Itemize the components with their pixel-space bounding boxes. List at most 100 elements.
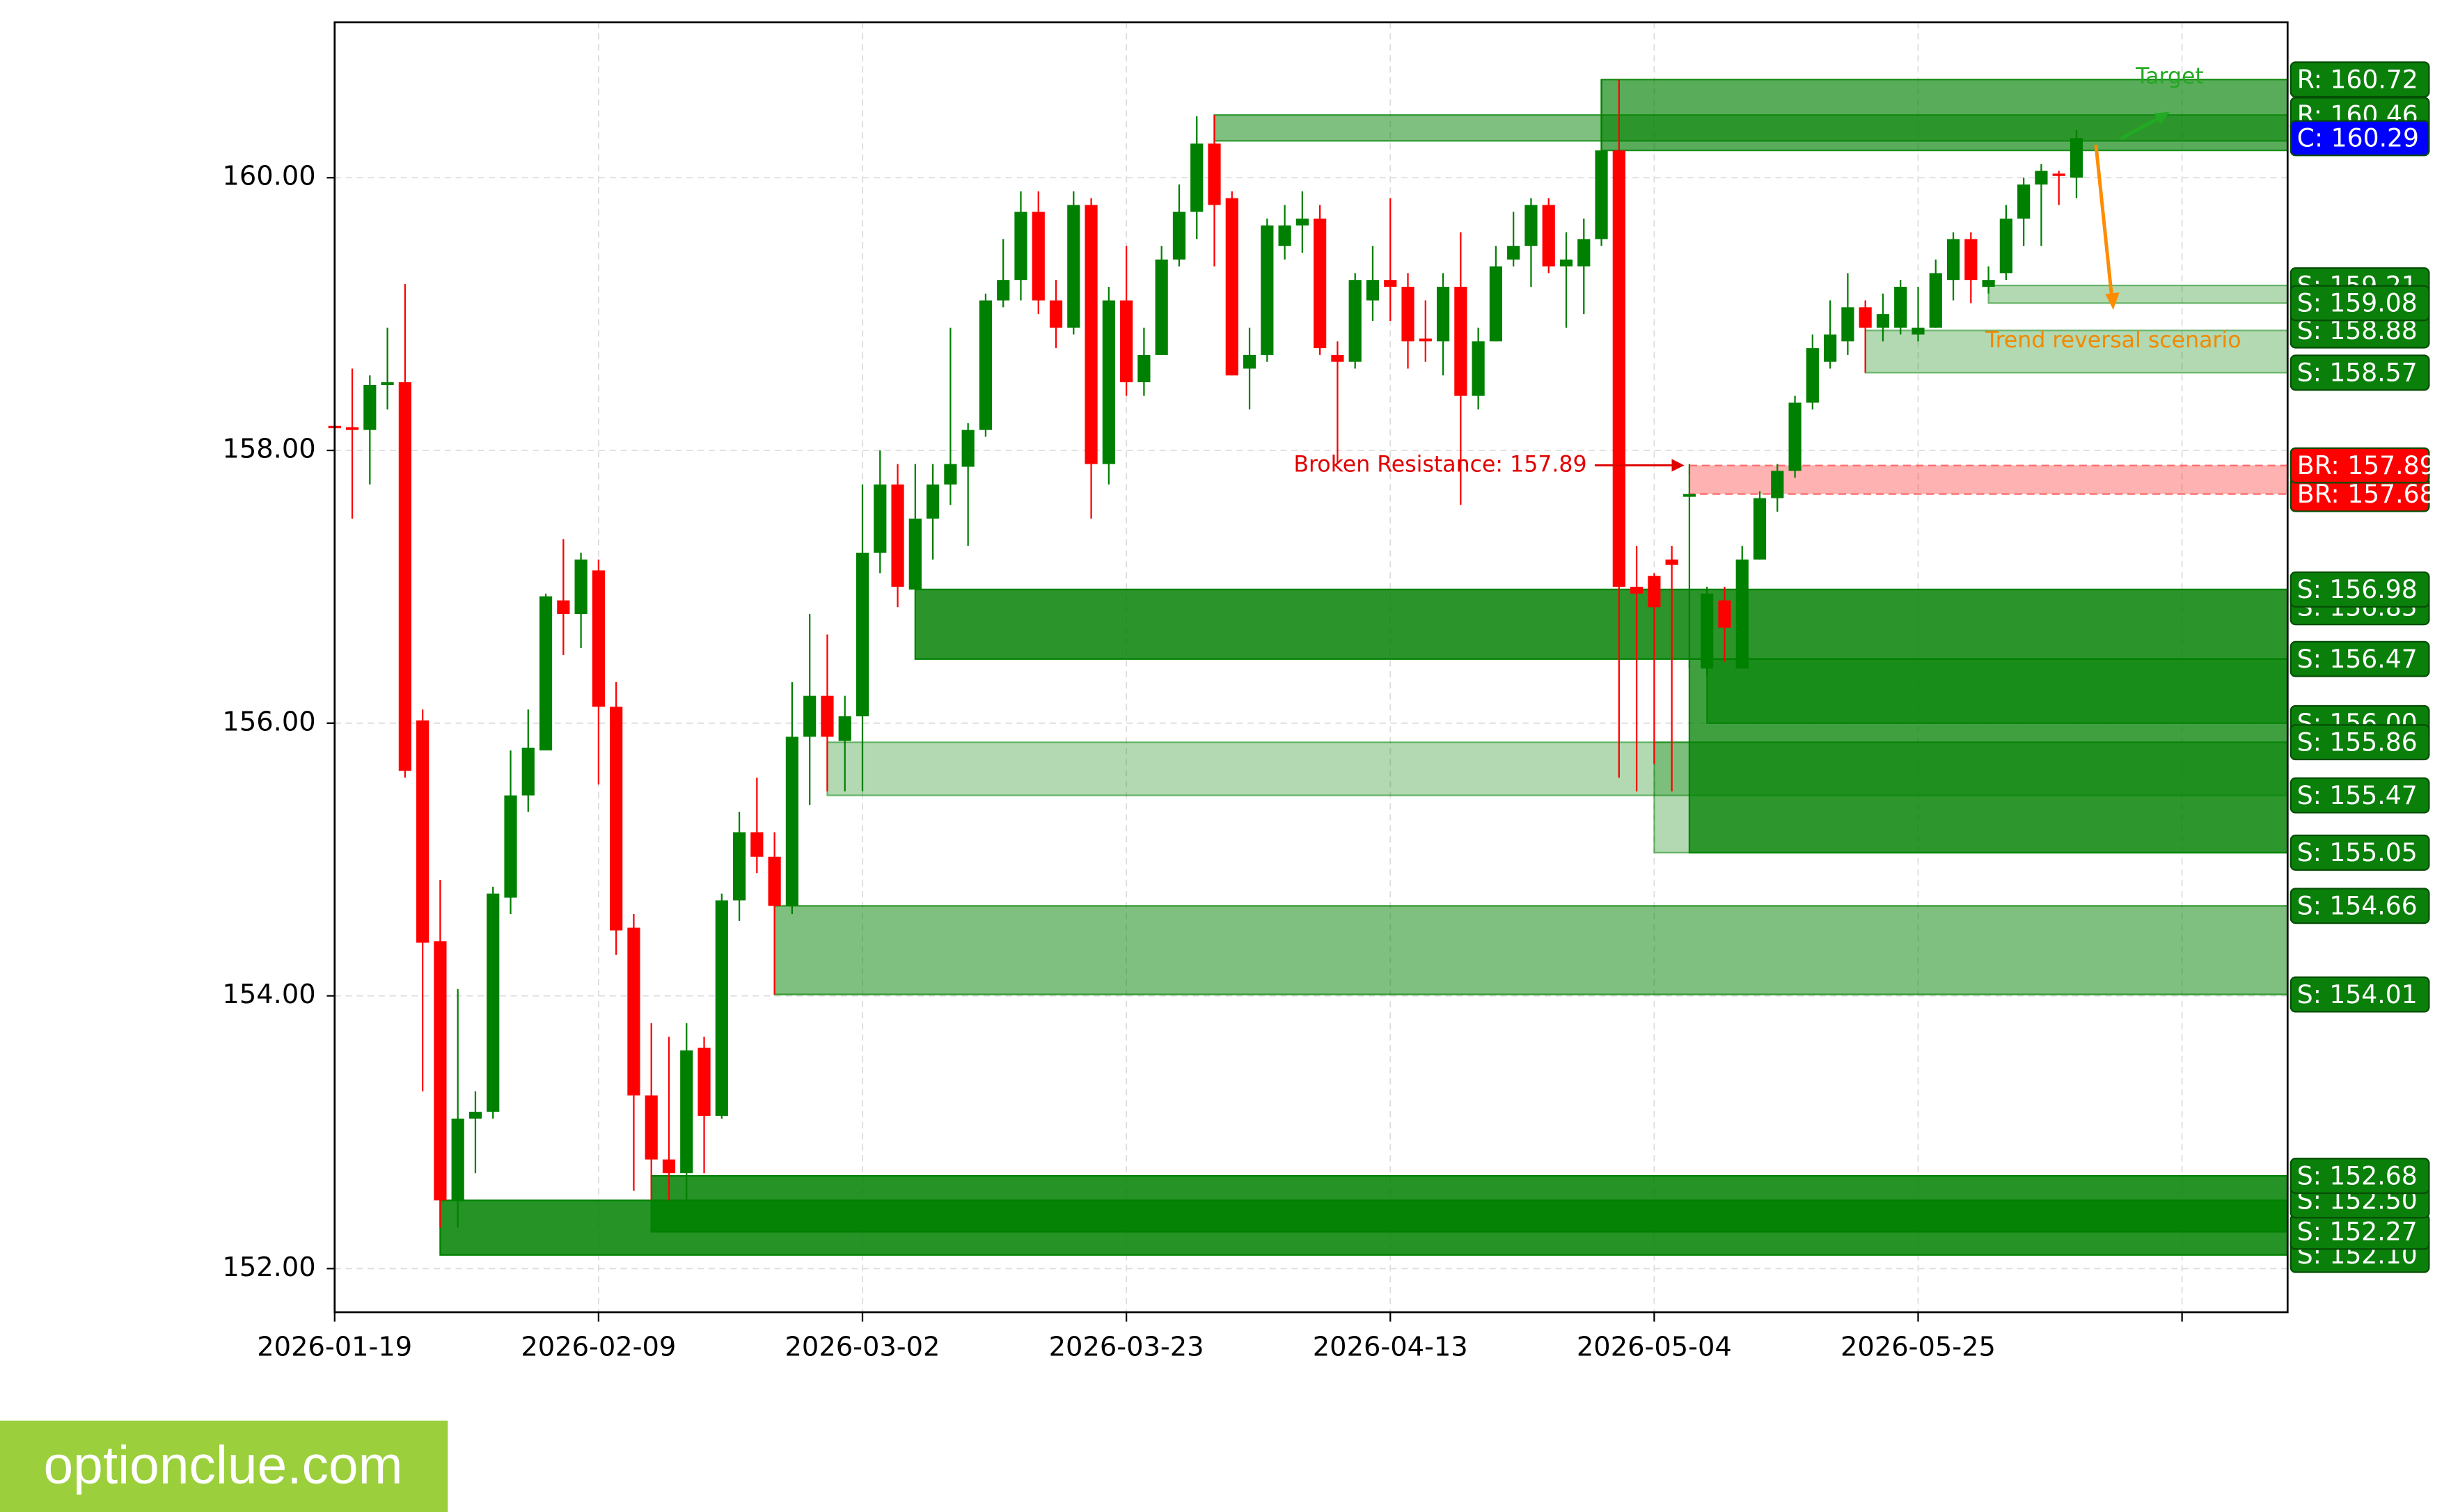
candle-body <box>961 430 975 467</box>
candle-body <box>1014 212 1027 281</box>
reversal-arrow <box>2094 144 2113 296</box>
candle-body <box>1612 150 1625 587</box>
candle-body <box>557 600 570 615</box>
price-label: S: 155.05 <box>2297 837 2418 867</box>
candle-body <box>416 720 429 943</box>
zones <box>439 79 2289 1256</box>
target-arrowhead <box>2154 111 2170 125</box>
candle-body <box>1665 559 1678 565</box>
candle-body <box>1032 212 1045 301</box>
candle-body <box>363 385 377 430</box>
price-labels: S: 152.10S: 152.27S: 152.50S: 152.68S: 1… <box>2290 61 2436 1273</box>
price-label: S: 159.08 <box>2297 288 2418 318</box>
y-tick-label: 156.00 <box>222 706 315 737</box>
x-tick-label: 2026-02-09 <box>521 1331 676 1362</box>
candle-body <box>1876 314 1890 328</box>
y-tick-label: 154.00 <box>222 979 315 1010</box>
candle-body <box>1912 327 1925 335</box>
candle-body <box>1049 300 1063 328</box>
candle-body <box>345 427 359 430</box>
reversal-arrowhead <box>2105 292 2120 310</box>
zone <box>650 1174 2289 1233</box>
candle-body <box>627 927 640 1096</box>
price-label-box <box>2290 640 2430 677</box>
candle-body <box>1314 219 1327 349</box>
candle-body <box>1630 586 1644 594</box>
candle-body <box>1190 143 1204 212</box>
candle-body <box>768 856 781 906</box>
x-tick-label: 2026-03-02 <box>785 1331 940 1362</box>
price-label: BR: 157.68 <box>2297 479 2436 509</box>
zone <box>1706 658 2289 724</box>
price-label: S: 154.01 <box>2297 979 2418 1009</box>
candle-body <box>1982 280 1995 287</box>
candle-body <box>1946 239 1960 281</box>
price-label: S: 158.57 <box>2297 358 2418 388</box>
candle-body <box>1701 593 1714 669</box>
zone <box>914 588 2289 660</box>
candle-body <box>1824 334 1837 362</box>
candle-body <box>1085 205 1098 464</box>
candle-body <box>1753 498 1767 560</box>
candle-body <box>1120 300 1133 383</box>
candle-body <box>891 484 904 587</box>
watermark: optionclue.com <box>43 1436 402 1495</box>
candle-body <box>1172 212 1186 260</box>
candle-body <box>944 464 957 485</box>
price-label: R: 160.72 <box>2297 64 2418 94</box>
candle-body <box>1419 338 1432 342</box>
candle-body <box>398 382 411 771</box>
candle-body <box>1507 246 1520 260</box>
candle-body <box>521 748 535 796</box>
price-label: BR: 157.89 <box>2297 450 2436 480</box>
zone <box>1600 79 2289 152</box>
candle-body <box>750 832 764 857</box>
candle-body <box>1331 354 1344 362</box>
price-label-box <box>2290 571 2430 608</box>
y-tick-label: 152.00 <box>222 1252 315 1283</box>
candle-body <box>1894 286 1907 328</box>
candle-body <box>926 484 940 519</box>
candle-body <box>1295 219 1309 226</box>
candle-body <box>1718 600 1731 628</box>
price-label-box <box>2290 777 2430 814</box>
candle-body <box>1648 576 1661 608</box>
candle-body <box>1595 150 1608 239</box>
candle-body <box>1999 219 2012 274</box>
x-tick-label: 2026-01-19 <box>257 1331 412 1362</box>
candle-body <box>1436 286 1450 342</box>
candle-body <box>997 280 1010 301</box>
price-label: S: 154.66 <box>2297 891 2418 921</box>
candle-body <box>1577 239 1591 267</box>
price-label: C: 160.29 <box>2297 123 2419 153</box>
price-label: S: 156.47 <box>2297 644 2418 674</box>
candle-body <box>539 596 553 750</box>
x-tick-label: 2026-05-25 <box>1841 1331 1996 1362</box>
candle-body <box>979 300 993 430</box>
candle-body <box>1261 225 1274 355</box>
zone <box>773 905 2289 995</box>
candle-body <box>662 1159 676 1174</box>
broken-text: Broken Resistance: 157.89 <box>1293 452 1586 477</box>
candle-body <box>1401 286 1414 342</box>
candle-body <box>2035 171 2048 185</box>
candle-body <box>856 552 869 716</box>
price-label: S: 156.98 <box>2297 574 2418 604</box>
candle-body <box>680 1050 693 1174</box>
price-label-box <box>2290 61 2430 98</box>
candle-body <box>803 695 817 737</box>
candle-body <box>1771 471 1784 498</box>
x-tick-label: 2026-04-13 <box>1313 1331 1468 1362</box>
price-label-box <box>2290 285 2430 322</box>
candle-body <box>1384 280 1397 287</box>
candle-body <box>2017 184 2031 219</box>
candle-body <box>838 716 851 741</box>
candle-body <box>732 832 746 901</box>
x-tick-label: 2026-03-23 <box>1049 1331 1204 1362</box>
candle-body <box>1366 280 1380 301</box>
candle-body <box>785 737 798 906</box>
price-label-box <box>2290 834 2430 871</box>
candle-body <box>1225 198 1238 376</box>
